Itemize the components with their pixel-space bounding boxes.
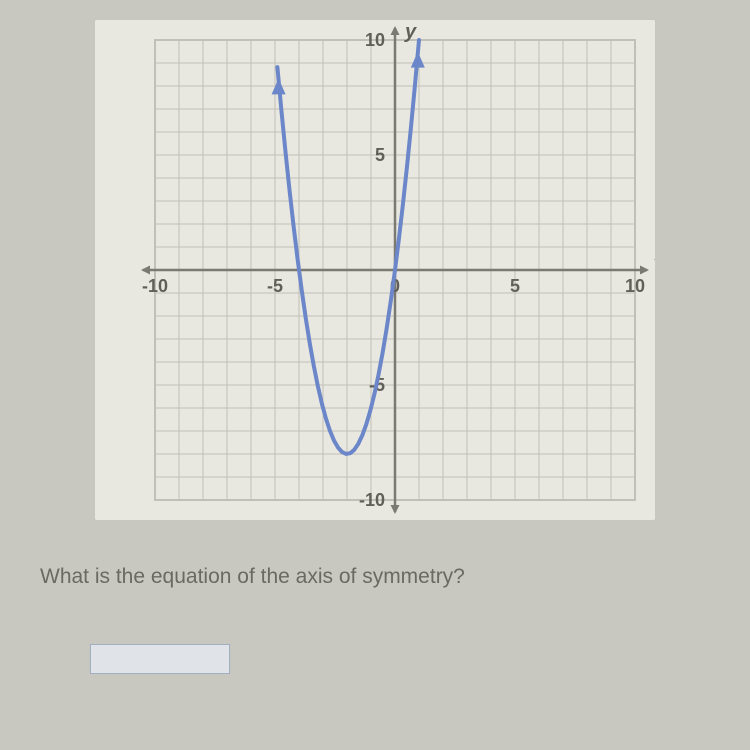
- svg-text:5: 5: [510, 276, 520, 296]
- x-axis-label: x: [654, 243, 655, 265]
- svg-text:10: 10: [625, 276, 645, 296]
- svg-text:-10: -10: [359, 490, 385, 510]
- graph-container: -10-50510105-5-10xy: [95, 20, 655, 520]
- question-text: What is the equation of the axis of symm…: [30, 565, 720, 589]
- y-axis-label: y: [404, 21, 417, 43]
- svg-text:-10: -10: [142, 276, 168, 296]
- parabola-chart: -10-50510105-5-10xy: [95, 20, 655, 520]
- answer-input[interactable]: [90, 644, 230, 674]
- svg-text:10: 10: [365, 30, 385, 50]
- svg-text:5: 5: [375, 145, 385, 165]
- svg-text:-5: -5: [267, 276, 283, 296]
